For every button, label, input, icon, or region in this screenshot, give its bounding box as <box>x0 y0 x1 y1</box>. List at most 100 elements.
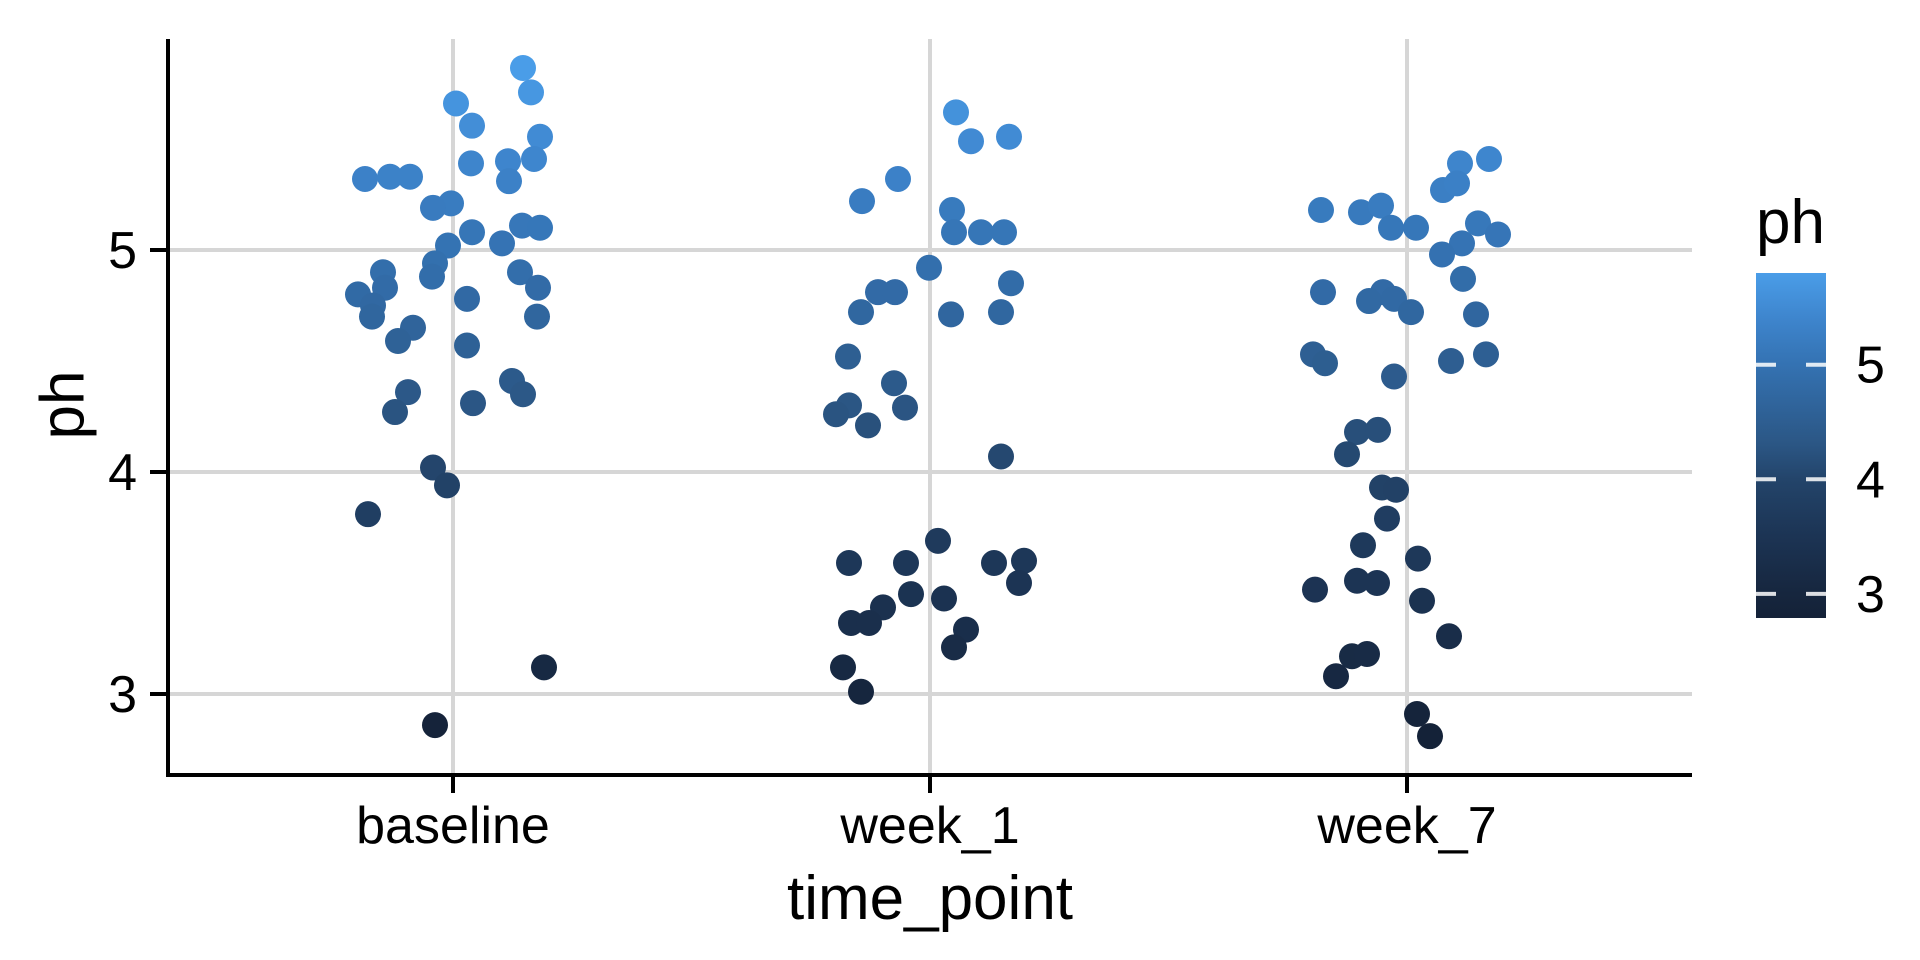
data-point <box>422 712 448 739</box>
data-point <box>893 550 919 577</box>
data-point <box>435 232 461 259</box>
data-point <box>1403 214 1429 241</box>
data-point <box>1364 570 1390 596</box>
data-point <box>838 609 864 636</box>
data-point <box>898 581 924 608</box>
data-point <box>355 501 381 528</box>
data-point <box>1476 145 1502 172</box>
data-point <box>1006 570 1032 596</box>
data-point <box>443 90 469 117</box>
data-point <box>454 285 480 312</box>
data-point <box>1463 301 1489 328</box>
data-point <box>836 550 862 577</box>
data-point <box>507 259 533 286</box>
legend-tick-label: 3 <box>1856 566 1885 624</box>
data-point <box>1450 265 1476 292</box>
data-point <box>1444 170 1470 197</box>
y-axis-title: ph <box>29 371 98 440</box>
y-axis-tick-labels: 5 4 3 <box>108 222 137 724</box>
data-point <box>939 197 965 224</box>
data-point <box>1310 279 1336 306</box>
x-axis-title: time_point <box>787 864 1073 933</box>
data-point <box>359 303 385 330</box>
data-point <box>1438 348 1464 374</box>
data-point <box>518 79 544 106</box>
data-point <box>835 343 861 370</box>
data-point <box>521 145 547 172</box>
data-point <box>454 332 480 359</box>
data-point <box>941 219 967 246</box>
data-point <box>938 301 964 328</box>
data-point <box>510 381 536 408</box>
data-point <box>1447 150 1473 177</box>
data-point <box>1429 241 1455 268</box>
data-point <box>1344 567 1370 594</box>
data-point <box>395 379 421 406</box>
data-point <box>1011 547 1037 574</box>
y-axis-ticks <box>150 248 167 696</box>
x-axis-ticks <box>451 777 1409 793</box>
data-point <box>1378 214 1404 241</box>
color-legend: ph 5 4 3 <box>1756 188 1885 624</box>
data-point <box>1368 192 1394 219</box>
legend-title: ph <box>1756 188 1825 257</box>
data-point <box>892 394 918 421</box>
data-point <box>943 99 969 126</box>
data-point <box>459 219 485 246</box>
data-point <box>849 188 875 215</box>
data-point <box>991 219 1017 246</box>
data-point <box>1404 700 1430 727</box>
data-point <box>1348 199 1374 226</box>
y-tick-label: 5 <box>108 222 137 280</box>
x-tick-label: baseline <box>356 797 550 855</box>
data-point <box>377 163 403 190</box>
data-point <box>385 328 411 355</box>
x-axis-tick-labels: baseline week_1 week_7 <box>356 797 1496 855</box>
data-point <box>382 399 408 426</box>
data-point <box>988 443 1014 470</box>
data-point <box>1354 641 1380 668</box>
x-tick-label: week_1 <box>839 797 1019 855</box>
data-point <box>1308 197 1334 224</box>
data-point <box>885 165 911 192</box>
data-point <box>931 585 957 612</box>
data-point <box>1398 299 1424 326</box>
data-point <box>397 163 423 190</box>
data-point <box>1417 723 1443 750</box>
data-point <box>420 194 446 221</box>
data-point <box>925 527 951 554</box>
data-point <box>1473 341 1499 368</box>
data-point <box>855 412 881 439</box>
y-tick-label: 3 <box>108 666 137 724</box>
data-point <box>524 303 550 330</box>
data-point <box>495 148 521 175</box>
data-point <box>525 274 551 301</box>
data-point <box>941 634 967 661</box>
legend-tick-marks <box>1756 362 1826 596</box>
x-tick-label: week_7 <box>1316 797 1496 855</box>
data-point <box>1312 350 1338 377</box>
data-point <box>823 401 849 428</box>
data-point <box>460 390 486 417</box>
data-point <box>1302 576 1328 603</box>
data-points <box>345 54 1511 750</box>
data-point <box>1344 419 1370 446</box>
data-point <box>1365 416 1391 443</box>
data-point <box>1485 221 1511 248</box>
data-point <box>434 472 460 499</box>
data-point <box>1323 663 1349 690</box>
data-point <box>1374 505 1400 532</box>
data-point <box>830 654 856 681</box>
data-point <box>496 168 522 195</box>
data-point <box>882 279 908 306</box>
data-point <box>848 299 874 326</box>
data-point <box>1449 230 1475 257</box>
data-point <box>510 54 536 81</box>
data-point <box>981 550 1007 577</box>
data-point <box>1356 288 1382 315</box>
data-point <box>998 270 1024 297</box>
data-point <box>1383 476 1409 503</box>
data-point <box>1381 363 1407 390</box>
